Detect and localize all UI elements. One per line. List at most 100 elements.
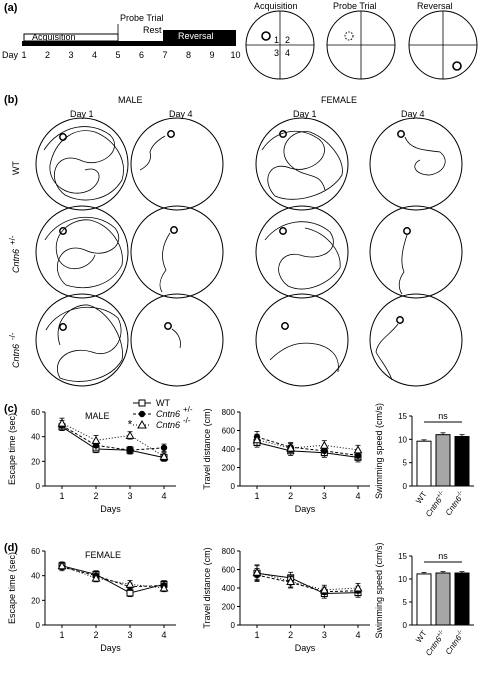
timeline: Acquisition Reversal Probe Trial Rest Da… xyxy=(2,13,241,60)
bar xyxy=(416,573,432,626)
data-point-triangle xyxy=(125,430,135,439)
series-line xyxy=(61,425,165,451)
data-point-triangle xyxy=(319,440,329,449)
y-tick-label: 400 xyxy=(222,445,236,454)
platform-icon xyxy=(167,130,175,138)
platform-icon xyxy=(279,227,287,235)
legend-label: WT xyxy=(156,398,170,408)
legend-label: Cntn6 xyxy=(156,409,180,419)
data-point-triangle xyxy=(57,561,67,570)
chart-swim-speed-female: 0 5 10 15 Swimming speed (cm/s) WTCntn6+/-Cnt… xyxy=(374,542,474,658)
series-line xyxy=(256,436,359,456)
y-tick-label: 0 xyxy=(403,621,408,630)
reversal-bar xyxy=(163,30,236,41)
pool-title-probe: Probe Trial xyxy=(333,1,377,11)
series-line xyxy=(61,426,165,459)
y-tick-label: 5 xyxy=(403,459,408,468)
day-tick-label: 4 xyxy=(92,50,97,60)
data-point-triangle xyxy=(252,567,262,576)
platform-icon xyxy=(59,323,67,331)
pool-outline xyxy=(35,205,129,299)
genotype-text: Cntn6 xyxy=(11,249,21,273)
data-point-triangle xyxy=(57,418,67,427)
x-tick-label: 4 xyxy=(355,491,360,501)
probe-trial-label: Probe Trial xyxy=(120,13,164,23)
quadrant-number: 3 xyxy=(274,48,279,58)
female-header: FEMALE xyxy=(321,95,357,105)
data-point-triangle xyxy=(125,579,135,588)
y-tick-label: 200 xyxy=(222,603,236,612)
y-tick-label: 15 xyxy=(398,552,407,561)
y-tick-label: 400 xyxy=(222,584,236,593)
platform-icon xyxy=(261,31,271,41)
data-point-triangle xyxy=(353,445,363,454)
x-tick-label: 2 xyxy=(93,491,98,501)
y-tick-label: 10 xyxy=(398,575,407,584)
x-tick-label: 4 xyxy=(355,630,360,640)
day-tick-label: 9 xyxy=(209,50,214,60)
y-tick-label: 0 xyxy=(36,621,41,630)
y-tick-label: 60 xyxy=(31,547,40,556)
platform-icon xyxy=(452,61,462,71)
chart-escape-time-female: 0 20 40 60 Escape time (sec) 1 2 3 4 Days FEMALE xyxy=(7,547,176,653)
legend-circle-marker xyxy=(138,410,146,418)
platform-icon xyxy=(59,227,67,235)
pool-outline xyxy=(369,293,463,387)
swim-path xyxy=(45,304,123,382)
legend-item-ko: Cntn6 -/- xyxy=(133,416,191,430)
genotype-label-wt: WT xyxy=(11,161,21,175)
data-point-triangle xyxy=(286,576,296,586)
swim-path xyxy=(171,328,181,349)
bar xyxy=(416,440,432,487)
category-label: Cntn6+/- xyxy=(424,490,448,519)
acquisition-label: Acquisition xyxy=(32,32,76,42)
platform-icon xyxy=(59,133,67,141)
chart-title: MALE xyxy=(85,411,110,421)
data-point-triangle xyxy=(286,443,296,452)
genotype-text: Cntn6 xyxy=(11,344,21,368)
series-line xyxy=(61,565,165,589)
swim-path xyxy=(264,221,341,290)
platform-icon xyxy=(164,322,172,330)
chart-title: FEMALE xyxy=(85,550,121,560)
pool-outline xyxy=(130,117,224,211)
chart-swim-speed-male: 0 5 10 15 Swimming speed (cm/s) WTCntn6+/-Cnt… xyxy=(374,403,474,519)
data-point-triangle xyxy=(159,583,169,592)
day-tick-label: 8 xyxy=(186,50,191,60)
x-tick-label: 3 xyxy=(322,630,327,640)
swim-path xyxy=(43,126,124,201)
y-axis-label: Escape time (sec) xyxy=(7,413,17,485)
x-tick-label: 1 xyxy=(254,491,259,501)
swim-path xyxy=(269,342,339,373)
category-label: WT xyxy=(414,490,429,505)
day1-label: Day 1 xyxy=(70,109,94,119)
ns-label: ns xyxy=(438,411,448,421)
day-tick-label: 3 xyxy=(68,50,73,60)
swim-path xyxy=(404,136,446,176)
x-tick-label: 1 xyxy=(59,491,64,501)
bar xyxy=(454,572,470,626)
swim-path xyxy=(375,323,399,381)
day4-label: Day 4 xyxy=(401,109,425,119)
pool-diagrams: Acquisition Probe Trial Reversal 1 2 3 4 xyxy=(245,1,478,80)
y-axis-label: Escape time (sec) xyxy=(7,552,17,624)
category-label: Cntn6-/- xyxy=(444,629,467,656)
legend-triangle-marker xyxy=(137,419,147,429)
category-superscript: -/- xyxy=(456,629,464,637)
x-axis-label: Days xyxy=(295,643,316,653)
series-line xyxy=(256,574,359,593)
day-tick-label: 6 xyxy=(139,50,144,60)
significance-marker: * xyxy=(128,418,133,432)
x-tick-label: 4 xyxy=(161,491,166,501)
panel-label-b: (b) xyxy=(4,94,18,106)
reversal-label: Reversal xyxy=(178,31,214,41)
y-tick-label: 0 xyxy=(231,482,236,491)
series-line xyxy=(256,439,359,451)
x-tick-label: 3 xyxy=(322,491,327,501)
pool-outline xyxy=(369,117,463,211)
panel-label-c: (c) xyxy=(4,403,18,415)
day-tick-label: 10 xyxy=(230,50,240,60)
chart-travel-distance-female: 0 200 400 600 800 Travel distance (cm) 1 2 3 4 Day… xyxy=(202,547,370,653)
legend-item-het: Cntn6 +/- xyxy=(133,405,193,419)
